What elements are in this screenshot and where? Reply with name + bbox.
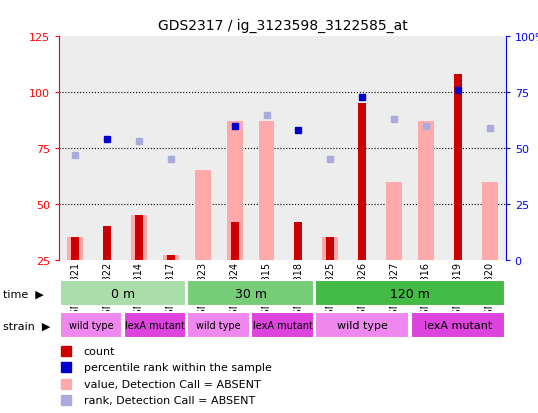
Bar [195,171,211,260]
Text: wild type: wild type [69,320,114,330]
Text: lexA mutant: lexA mutant [424,320,492,330]
Bar [218,37,251,260]
Bar [60,313,122,338]
Bar [131,216,147,260]
Bar [410,37,442,260]
Bar [454,75,462,260]
Text: lexA mutant: lexA mutant [125,320,185,330]
Bar [482,182,498,260]
Text: percentile rank within the sample: percentile rank within the sample [84,362,272,372]
Text: time  ▶: time ▶ [3,289,44,299]
Bar [442,37,474,260]
Bar [315,313,409,338]
Bar [135,216,143,260]
Text: wild type: wild type [337,320,387,330]
Bar [358,104,366,260]
Bar [91,37,123,260]
Text: 0 m: 0 m [111,287,135,300]
Text: 30 m: 30 m [235,287,266,300]
Bar [410,313,505,338]
Bar [418,122,434,260]
Bar [124,313,186,338]
Text: 120 m: 120 m [390,287,430,300]
Bar [474,37,506,260]
Bar [187,37,218,260]
Bar [322,238,338,260]
Bar [163,256,179,260]
Bar [315,281,505,306]
Bar [386,182,402,260]
Bar [314,37,346,260]
Text: rank, Detection Call = ABSENT: rank, Detection Call = ABSENT [84,395,255,405]
Bar [59,37,91,260]
Bar [294,222,302,260]
Bar [251,37,282,260]
Bar [346,37,378,260]
Bar [167,256,175,260]
Bar [123,37,155,260]
Text: wild type: wild type [196,320,241,330]
Text: value, Detection Call = ABSENT: value, Detection Call = ABSENT [84,379,260,389]
Title: GDS2317 / ig_3123598_3122585_at: GDS2317 / ig_3123598_3122585_at [158,19,407,33]
Bar [231,222,238,260]
Bar [155,37,187,260]
Text: lexA mutant: lexA mutant [252,320,313,330]
Bar [187,281,314,306]
Bar [259,122,274,260]
Bar [60,281,186,306]
Bar [282,37,314,260]
Text: strain  ▶: strain ▶ [3,320,50,330]
Bar [187,313,250,338]
Bar [67,238,83,260]
Text: count: count [84,346,115,356]
Bar [327,238,334,260]
Bar [103,227,111,260]
Bar [226,122,243,260]
Bar [378,37,410,260]
Bar [251,313,314,338]
Bar [71,238,79,260]
